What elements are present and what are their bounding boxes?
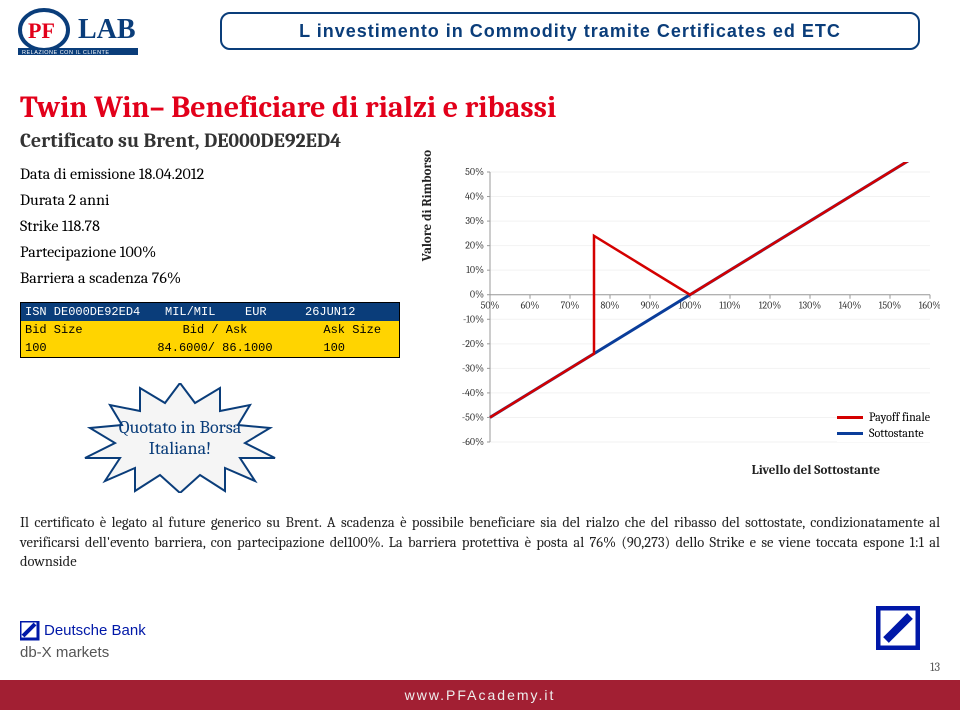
col-header: Ask Size	[319, 321, 399, 339]
svg-text:50%: 50%	[481, 300, 500, 312]
svg-text:130%: 130%	[799, 300, 821, 312]
sub-heading: Certificato su Brent, DE000DE92ED4	[20, 129, 960, 152]
page-title: L investimento in Commodity tramite Cert…	[299, 21, 841, 42]
svg-text:50%: 50%	[465, 166, 484, 178]
svg-text:110%: 110%	[719, 300, 740, 312]
quote-ccy: EUR	[241, 303, 301, 321]
fact-line: Durata 2 anni	[20, 188, 440, 212]
svg-text:80%: 80%	[601, 300, 620, 312]
quote-date: 26JUN12	[301, 303, 381, 321]
page-number: 13	[930, 660, 940, 674]
quote-terminal: ISN DE000DE92ED4 MIL/MIL EUR 26JUN12 Bid…	[20, 302, 400, 358]
table-row: ISN DE000DE92ED4 MIL/MIL EUR 26JUN12	[21, 303, 399, 321]
svg-text:150%: 150%	[879, 300, 902, 312]
payoff-chart: Valore di Rimborso Livello del Sottostan…	[440, 162, 940, 472]
fact-line: Partecipazione 100%	[20, 240, 440, 264]
svg-text:db-X markets: db-X markets	[20, 644, 109, 661]
y-axis-label: Valore di Rimborso	[420, 150, 435, 261]
svg-text:120%: 120%	[759, 300, 782, 312]
x-axis-label: Livello del Sottostante	[752, 463, 880, 478]
svg-text:10%: 10%	[466, 264, 484, 276]
svg-text:-50%: -50%	[462, 411, 484, 423]
fact-line: Strike 118.78	[20, 214, 440, 238]
legend: Payoff finale Sottostante	[837, 408, 930, 442]
svg-text:20%: 20%	[465, 240, 484, 252]
svg-text:-30%: -30%	[462, 362, 484, 374]
svg-text:40%: 40%	[465, 191, 484, 203]
svg-text:LAB: LAB	[78, 14, 136, 45]
legend-swatch	[837, 416, 863, 419]
col-header: Bid Size	[21, 321, 111, 339]
svg-text:RELAZIONE CON IL CLIENTE: RELAZIONE CON IL CLIENTE	[22, 50, 110, 56]
deutsche-bank-square-icon	[876, 606, 920, 650]
quote-isin: ISN DE000DE92ED4	[21, 303, 161, 321]
legend-label: Sottostante	[869, 426, 924, 440]
fact-line: Data di emissione 18.04.2012	[20, 162, 440, 186]
deutsche-bank-logo: Deutsche Bank db-X markets	[20, 621, 180, 670]
main-heading: Twin Win– Beneficiare di rialzi e ribass…	[20, 90, 960, 125]
title-bar: L investimento in Commodity tramite Cert…	[220, 12, 920, 50]
quote-bidsize: 100	[21, 339, 111, 357]
legend-item: Payoff finale	[837, 410, 930, 424]
svg-text:-10%: -10%	[463, 313, 484, 325]
quote-market: MIL/MIL	[161, 303, 241, 321]
header: PF LAB RELAZIONE CON IL CLIENTE L invest…	[0, 0, 960, 60]
svg-text:30%: 30%	[465, 215, 484, 227]
table-row: Bid Size Bid / Ask Ask Size	[21, 321, 399, 339]
legend-item: Sottostante	[837, 426, 930, 440]
quote-bidask: 84.6000/ 86.1000	[111, 339, 320, 357]
svg-text:60%: 60%	[521, 300, 540, 312]
content-row: Data di emissione 18.04.2012 Durata 2 an…	[0, 162, 960, 493]
starburst-badge: Quotato in Borsa Italiana!	[80, 383, 280, 493]
svg-text:PF: PF	[28, 18, 55, 43]
facts-block: Data di emissione 18.04.2012 Durata 2 an…	[20, 162, 440, 290]
svg-text:70%: 70%	[561, 300, 580, 312]
table-row: 100 84.6000/ 86.1000 100	[21, 339, 399, 357]
fact-line: Barriera a scadenza 76%	[20, 266, 440, 290]
svg-text:-60%: -60%	[462, 436, 484, 448]
legend-swatch	[837, 432, 863, 435]
footer-link[interactable]: www.PFAcademy.it	[405, 687, 556, 703]
col-header: Bid / Ask	[111, 321, 320, 339]
badge-text: Quotato in Borsa Italiana!	[119, 417, 242, 459]
quote-asksize: 100	[319, 339, 399, 357]
svg-text:-20%: -20%	[462, 338, 484, 350]
svg-text:90%: 90%	[641, 300, 660, 312]
svg-text:-40%: -40%	[462, 387, 484, 399]
svg-text:Deutsche Bank: Deutsche Bank	[44, 622, 146, 639]
footer-bar: www.PFAcademy.it	[0, 680, 960, 710]
left-column: Data di emissione 18.04.2012 Durata 2 an…	[20, 162, 440, 493]
svg-text:100%: 100%	[679, 300, 702, 312]
pf-lab-logo: PF LAB RELAZIONE CON IL CLIENTE	[18, 8, 188, 61]
right-column: Valore di Rimborso Livello del Sottostan…	[440, 162, 940, 493]
legend-label: Payoff finale	[869, 410, 930, 424]
svg-text:160%: 160%	[919, 300, 940, 312]
svg-text:140%: 140%	[839, 300, 862, 312]
body-paragraph: Il certificato è legato al future generi…	[20, 513, 940, 572]
